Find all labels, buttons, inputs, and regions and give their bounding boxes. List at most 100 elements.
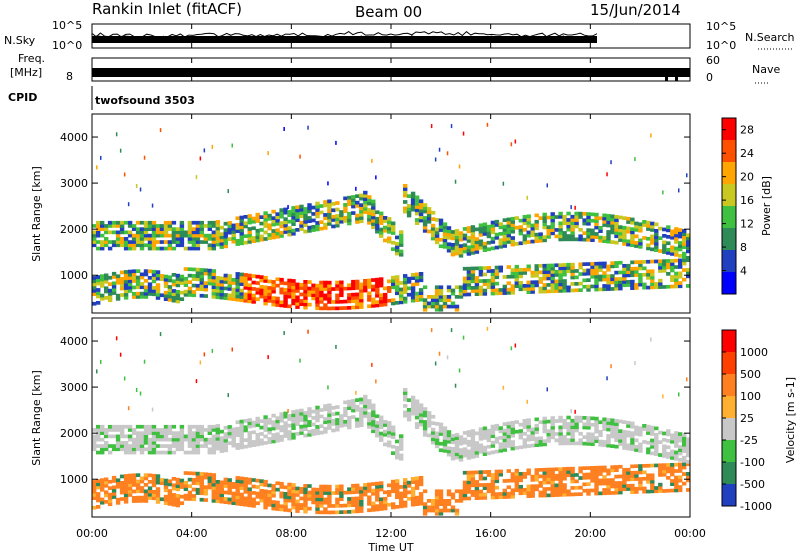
power-cell: [207, 243, 212, 248]
power-cell: [578, 234, 583, 239]
velocity-cell: [235, 433, 240, 437]
power-cell: [355, 213, 360, 218]
power-cell: [92, 243, 97, 248]
velocity-cell: [323, 430, 328, 434]
power-cell: [247, 214, 252, 218]
power-speck: [115, 132, 118, 137]
velocity-cell: [626, 443, 631, 448]
power-cell: [403, 277, 408, 282]
velocity-cell: [295, 489, 300, 494]
velocity-cell: [494, 485, 500, 490]
power-cell: [422, 298, 428, 302]
velocity-cell: [654, 449, 659, 453]
range-tick-label: 1000: [60, 473, 88, 486]
velocity-cell: [303, 503, 308, 507]
velocity-cell: [363, 492, 368, 497]
colorbar-tick-label: 4: [740, 265, 747, 278]
power-cell: [143, 237, 149, 241]
power-cell: [299, 302, 304, 306]
power-cell: [466, 252, 472, 256]
velocity-cell: [96, 428, 101, 432]
power-cell: [630, 243, 635, 248]
power-cell: [466, 286, 472, 290]
velocity-cell: [446, 433, 452, 438]
power-cell: [139, 237, 145, 241]
power-cell: [666, 262, 671, 266]
power-cell: [215, 229, 220, 234]
velocity-cell: [582, 416, 587, 420]
power-cell: [331, 306, 336, 311]
power-cell: [303, 216, 308, 221]
power-cell: [498, 291, 503, 295]
power-cell: [259, 294, 264, 299]
power-cell: [450, 249, 456, 254]
power-cell: [586, 271, 591, 276]
power-cell: [502, 284, 507, 289]
velocity-cell: [183, 437, 189, 442]
velocity-cell: [546, 493, 551, 498]
power-cell: [650, 282, 655, 286]
power-cell: [498, 244, 503, 249]
velocity-cell: [299, 408, 304, 413]
velocity-cell: [175, 441, 181, 445]
power-cell: [271, 216, 276, 220]
power-cell: [582, 272, 587, 276]
power-cell: [147, 227, 153, 231]
power-cell: [395, 245, 400, 249]
power-cell: [550, 289, 555, 294]
velocity-cell: [474, 447, 480, 452]
power-cell: [554, 286, 559, 290]
velocity-cell: [167, 431, 173, 435]
velocity-cell: [107, 434, 113, 439]
power-cell: [422, 225, 428, 230]
velocity-cell: [327, 422, 332, 427]
velocity-cell: [287, 485, 292, 490]
power-cell: [526, 264, 531, 269]
velocity-cell: [514, 475, 519, 480]
power-cell: [482, 279, 488, 283]
velocity-cell: [490, 476, 496, 480]
power-cell: [104, 289, 109, 294]
velocity-cell: [239, 435, 244, 440]
power-cell: [403, 290, 408, 294]
velocity-cell: [550, 477, 555, 481]
velocity-cell: [562, 486, 567, 491]
velocity-cell: [618, 429, 623, 433]
power-cell: [92, 240, 97, 244]
power-cell: [466, 273, 472, 277]
power-cell: [367, 285, 372, 289]
velocity-cell: [335, 510, 340, 515]
power-cell: [466, 226, 472, 230]
velocity-cell: [371, 504, 376, 509]
power-cell: [566, 211, 571, 216]
power-cell: [203, 233, 208, 238]
velocity-cell: [470, 435, 476, 440]
power-cell: [510, 239, 515, 244]
colorbar-tick-label: -100: [740, 456, 765, 469]
velocity-cell: [307, 484, 312, 488]
power-cell: [478, 226, 484, 231]
power-cell: [686, 268, 691, 272]
power-cell: [335, 287, 340, 291]
velocity-cell: [379, 481, 384, 485]
velocity-cell: [622, 477, 627, 482]
power-cell: [315, 306, 320, 311]
velocity-cell: [630, 470, 635, 475]
velocity-cell: [658, 482, 663, 487]
velocity-cell: [606, 481, 611, 486]
velocity-cell: [92, 483, 97, 488]
power-cell: [223, 234, 228, 239]
velocity-cell: [422, 508, 428, 513]
power-speck: [450, 124, 453, 129]
power-cell: [570, 214, 575, 219]
velocity-cell: [147, 444, 153, 448]
velocity-cell: [642, 440, 647, 444]
power-cell: [590, 284, 595, 289]
power-cell: [371, 212, 376, 217]
velocity-cell: [414, 495, 420, 500]
velocity-cell: [450, 492, 456, 497]
power-cell: [454, 248, 460, 253]
power-cell: [347, 286, 352, 291]
power-cell: [299, 224, 304, 228]
velocity-cell: [119, 481, 125, 485]
